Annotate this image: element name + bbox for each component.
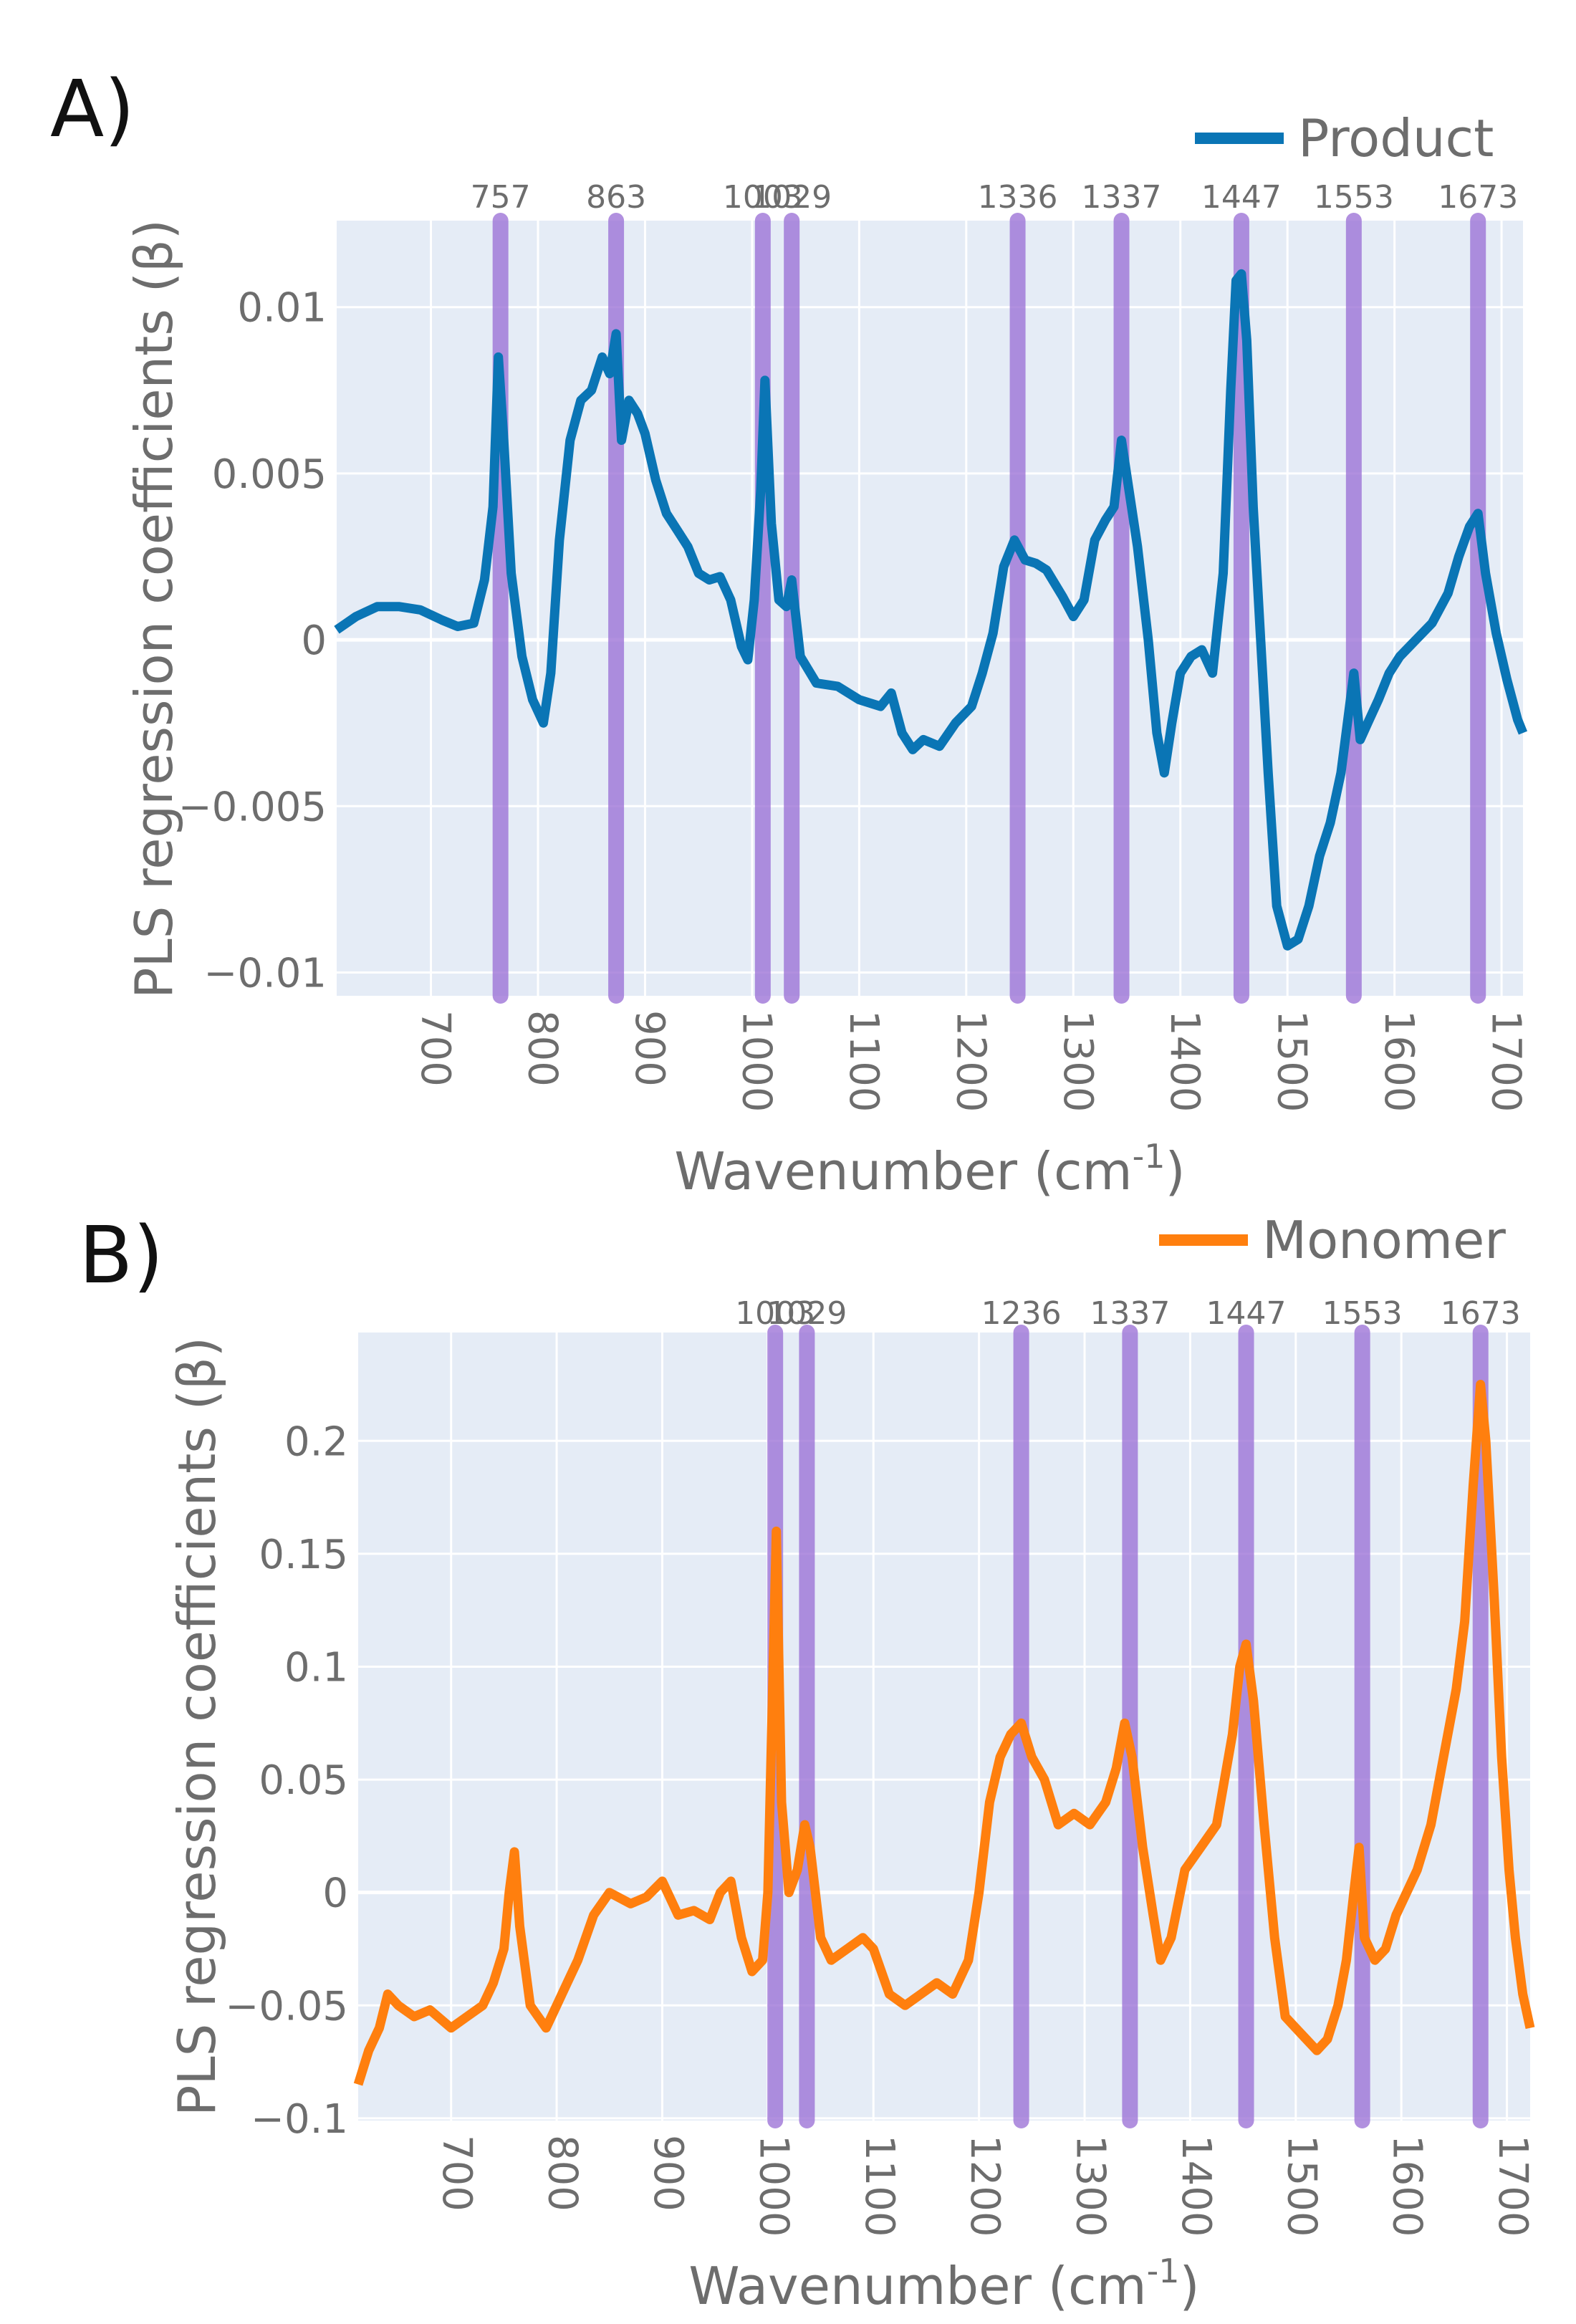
peak-label-1337: 1337 bbox=[1090, 1295, 1170, 1332]
x-tick-label: 1100 bbox=[856, 2135, 903, 2237]
y-tick-label: 0 bbox=[301, 618, 327, 664]
x-tick-label: 900 bbox=[626, 1010, 673, 1087]
peak-label-1553: 1553 bbox=[1322, 1295, 1403, 1332]
panel-a-letter: A) bbox=[50, 63, 135, 155]
panel-b-letter: B) bbox=[79, 1209, 163, 1301]
x-tick-label: 1300 bbox=[1067, 2135, 1114, 2237]
x-tick-label: 800 bbox=[539, 2135, 586, 2212]
x-tick-label: 1500 bbox=[1278, 2135, 1325, 2237]
x-tick-label: 1000 bbox=[733, 1010, 779, 1113]
panel-a-x-axis-title-sup: -1 bbox=[1133, 1137, 1166, 1176]
peak-label-757: 757 bbox=[471, 179, 531, 216]
panel-b-x-axis-title-close: ) bbox=[1180, 2256, 1200, 2316]
peak-label-1336: 1336 bbox=[978, 179, 1058, 216]
peak-label-863: 863 bbox=[586, 179, 646, 216]
y-tick-label: 0.15 bbox=[259, 1532, 348, 1578]
y-tick-label: −0.05 bbox=[225, 1983, 348, 2030]
peak-label-1003: 1003 bbox=[723, 179, 803, 216]
x-tick-label: 1600 bbox=[1375, 1010, 1422, 1113]
y-tick-label: 0.01 bbox=[237, 285, 327, 332]
panel-a-product-line bbox=[334, 269, 1528, 951]
peak-label-1029: 1029 bbox=[767, 1295, 847, 1332]
x-tick-label: 800 bbox=[519, 1010, 565, 1087]
y-tick-label: 0.05 bbox=[259, 1757, 348, 1804]
x-tick-label: 700 bbox=[433, 2135, 480, 2212]
panel-b-x-axis-title: Wavenumber (cm-1) bbox=[688, 2252, 1199, 2316]
y-tick-label: 0.005 bbox=[212, 451, 327, 498]
peak-label-1447: 1447 bbox=[1201, 179, 1282, 216]
peak-label-1553: 1553 bbox=[1314, 179, 1394, 216]
x-tick-label: 1500 bbox=[1269, 1010, 1315, 1113]
peak-label-1029: 1029 bbox=[751, 179, 832, 216]
panel-a-x-ticks: 700 800 900 1000 1100 1200 1300 1400 1500 1600 170… bbox=[412, 1010, 1529, 1113]
x-tick-label: 1400 bbox=[1161, 1010, 1208, 1113]
panel-a-legend-label: Product bbox=[1298, 108, 1494, 168]
y-tick-label: 0.2 bbox=[284, 1418, 348, 1465]
panel-b-gridlines bbox=[358, 1333, 1530, 2121]
x-tick-label: 1300 bbox=[1054, 1010, 1101, 1113]
panel-b-x-axis-title-sup: -1 bbox=[1147, 2252, 1180, 2290]
panel-b-legend-label: Monomer bbox=[1262, 1210, 1506, 1270]
panel-a-y-ticks: 0.01 0.005 0 −0.005 −0.01 bbox=[178, 285, 327, 997]
y-tick-label: −0.01 bbox=[203, 950, 327, 997]
x-tick-label: 1700 bbox=[1489, 2135, 1536, 2237]
panel-b-x-axis-title-text: Wavenumber (cm bbox=[688, 2256, 1146, 2316]
peak-label-1447: 1447 bbox=[1206, 1295, 1287, 1332]
x-tick-label: 900 bbox=[645, 2135, 691, 2212]
x-tick-label: 1200 bbox=[947, 1010, 994, 1113]
panel-a-gridlines bbox=[337, 221, 1523, 996]
panel-a-x-axis-title-text: Wavenumber (cm bbox=[674, 1141, 1132, 1201]
x-tick-label: 700 bbox=[412, 1010, 458, 1087]
x-tick-label: 1700 bbox=[1483, 1010, 1529, 1113]
panel-a-y-axis-title: PLS regression coefficients (β) bbox=[124, 219, 184, 999]
y-tick-label: −0.005 bbox=[178, 784, 327, 830]
x-tick-label: 1600 bbox=[1384, 2135, 1431, 2237]
panel-a-x-axis-title-close: ) bbox=[1166, 1141, 1186, 1201]
panel-b-monomer-line bbox=[353, 1380, 1535, 2086]
peak-label-1003: 1003 bbox=[735, 1295, 815, 1332]
x-tick-label: 1200 bbox=[961, 2135, 1008, 2237]
y-tick-label: −0.1 bbox=[251, 2096, 348, 2143]
x-tick-label: 1000 bbox=[750, 2135, 797, 2237]
panel-b-x-ticks: 700 800 900 1000 1100 1200 1300 1400 1500 1600 170… bbox=[433, 2135, 1536, 2237]
panel-a-plot-area bbox=[337, 221, 1523, 996]
peak-label-1673: 1673 bbox=[1438, 179, 1518, 216]
y-tick-label: 0.1 bbox=[284, 1644, 348, 1691]
panel-b-y-axis-title: PLS regression coefficients (β) bbox=[167, 1337, 227, 2116]
y-tick-label: 0 bbox=[322, 1871, 348, 1917]
peak-label-1236: 1236 bbox=[981, 1295, 1062, 1332]
x-tick-label: 1100 bbox=[840, 1010, 887, 1113]
x-tick-label: 1400 bbox=[1173, 2135, 1219, 2237]
panel-a-x-axis-title: Wavenumber (cm-1) bbox=[674, 1137, 1185, 1201]
peak-label-1673: 1673 bbox=[1441, 1295, 1521, 1332]
peak-label-1337: 1337 bbox=[1082, 179, 1162, 216]
panel-b-y-ticks: 0.2 0.15 0.1 0.05 0 −0.05 −0.1 bbox=[225, 1418, 348, 2143]
